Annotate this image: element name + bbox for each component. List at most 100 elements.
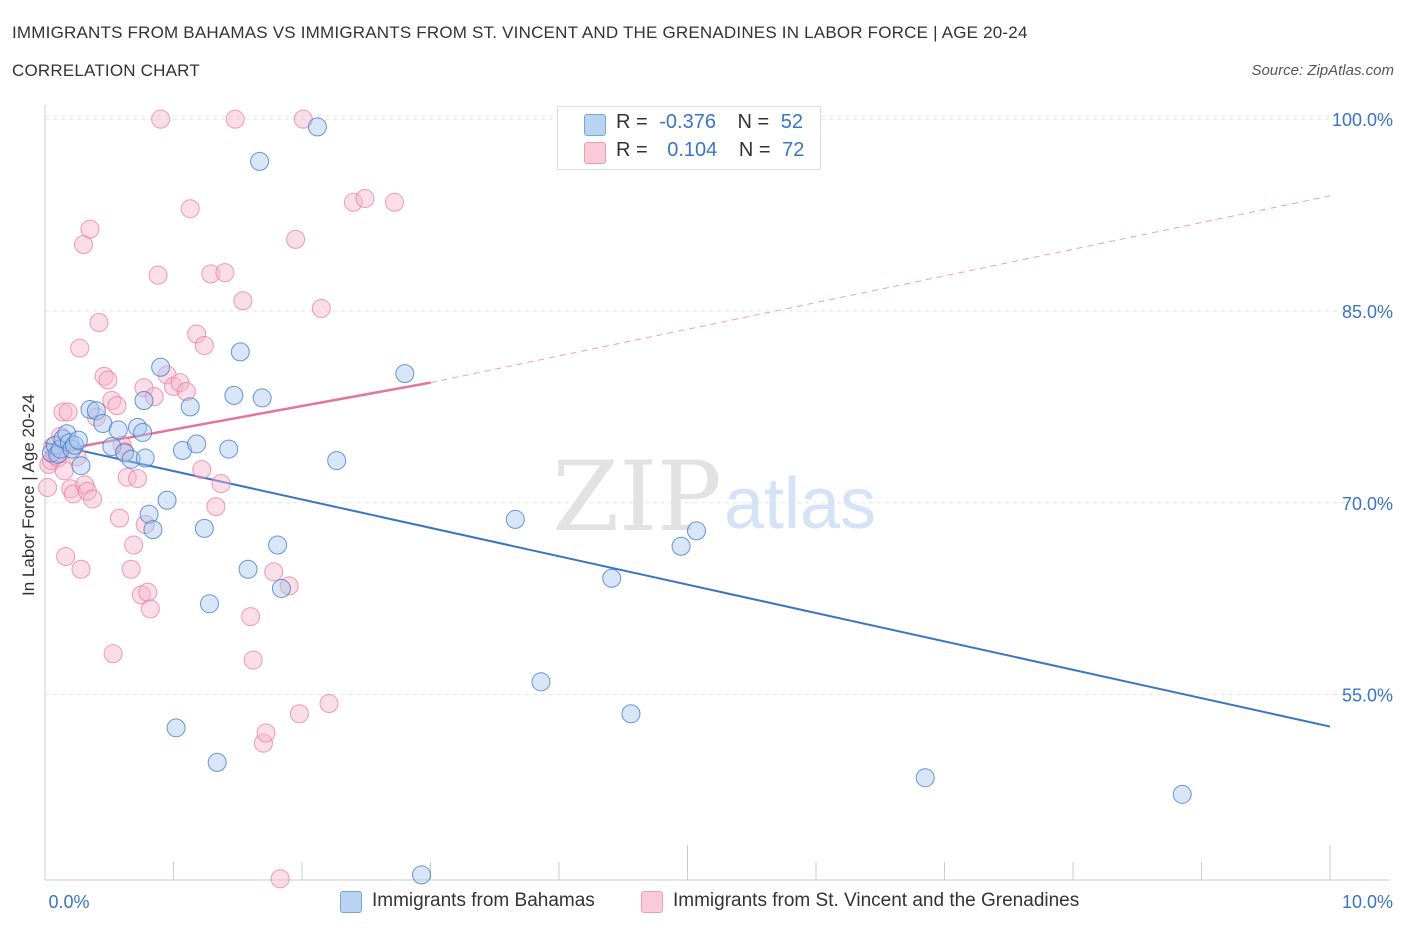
watermark-atlas: atlas (724, 464, 876, 544)
trend-line-st-vincent-dashed (430, 195, 1331, 384)
point-st-vincent (176, 382, 196, 402)
point-st-vincent (80, 219, 100, 239)
point-bahamas (157, 490, 177, 510)
point-bahamas (230, 342, 250, 362)
point-bahamas (395, 364, 415, 384)
point-bahamas (180, 397, 200, 417)
trend-line-st-vincent (44, 381, 431, 455)
point-bahamas (135, 448, 155, 468)
point-bahamas (412, 865, 432, 885)
point-st-vincent (187, 324, 207, 344)
point-st-vincent (121, 559, 141, 579)
point-st-vincent (140, 599, 160, 619)
point-st-vincent (89, 312, 109, 332)
point-st-vincent (61, 479, 81, 499)
x-tick-label: 10.0% (1342, 892, 1393, 912)
tick-labels: 55.0% 70.0% 85.0% 100.0% 0.0% 10.0% (48, 110, 1393, 912)
point-st-vincent (180, 199, 200, 219)
source-credit: Source: ZipAtlas.com (1251, 62, 1394, 79)
point-st-vincent (311, 298, 331, 318)
y-tick-label: 85.0% (1342, 302, 1393, 322)
point-st-vincent (98, 370, 118, 390)
point-st-vincent (385, 192, 405, 212)
point-st-vincent (151, 109, 171, 129)
point-bahamas (108, 420, 128, 440)
point-st-vincent (144, 387, 164, 407)
y-tick-label: 70.0% (1342, 494, 1393, 514)
legend-text: R = 0.104 N = 72 (616, 139, 805, 161)
point-st-vincent (201, 264, 221, 284)
legend-swatch-pink (584, 142, 606, 164)
point-st-vincent (279, 576, 299, 596)
point-st-vincent (343, 192, 363, 212)
point-bahamas (151, 357, 171, 377)
point-st-vincent (38, 477, 58, 497)
point-bahamas (621, 704, 641, 724)
point-bahamas (505, 509, 525, 529)
point-bahamas (86, 401, 106, 421)
legend-label: Immigrants from St. Vincent and the Gren… (673, 890, 1080, 911)
x-tick-label: 0.0% (48, 892, 89, 912)
trend-lines (44, 195, 1331, 728)
point-bahamas (166, 718, 186, 738)
point-bahamas (48, 444, 68, 464)
point-st-vincent (355, 188, 375, 208)
point-st-vincent (211, 474, 231, 494)
point-bahamas (207, 752, 227, 772)
point-bahamas (65, 435, 85, 455)
point-st-vincent (58, 402, 78, 422)
chart-subtitle: CORRELATION CHART (12, 61, 200, 80)
point-bahamas (252, 388, 272, 408)
point-st-vincent (110, 508, 130, 528)
point-bahamas (224, 385, 244, 405)
point-st-vincent (215, 263, 235, 283)
point-bahamas (531, 672, 551, 692)
y-tick-label: 100.0% (1332, 110, 1393, 130)
point-st-vincent (117, 467, 137, 487)
gridlines (45, 115, 1390, 696)
point-st-vincent (83, 489, 103, 509)
watermark-zip: ZIP (552, 441, 721, 553)
point-st-vincent (54, 461, 74, 481)
point-bahamas (139, 504, 159, 524)
y-axis-label: In Labor Force | Age 20-24 (19, 394, 38, 596)
point-bahamas (271, 578, 291, 598)
data-points (38, 109, 1192, 889)
point-st-vincent (148, 265, 168, 285)
point-st-vincent (256, 723, 276, 743)
legend-swatch-pink (641, 891, 663, 913)
point-st-vincent (138, 582, 158, 602)
point-bahamas (133, 422, 153, 442)
point-bahamas (199, 594, 219, 614)
y-tick-label: 55.0% (1342, 686, 1393, 706)
point-bahamas (238, 559, 258, 579)
point-bahamas (80, 399, 100, 419)
point-st-vincent (53, 402, 73, 422)
point-st-vincent (206, 497, 226, 517)
watermark: ZIP atlas (552, 441, 876, 553)
point-bahamas (219, 439, 239, 459)
point-st-vincent (319, 694, 339, 714)
point-bahamas (671, 536, 691, 556)
correlation-legend: R = -0.376 N = 52 R = 0.104 N = 72 (557, 106, 821, 170)
axes (44, 105, 1390, 881)
point-st-vincent (94, 366, 114, 386)
point-st-vincent (56, 546, 76, 566)
point-st-vincent (124, 535, 144, 555)
trend-line-bahamas (44, 441, 1331, 728)
point-bahamas (915, 768, 935, 788)
point-bahamas (268, 535, 288, 555)
point-bahamas (187, 434, 207, 454)
point-bahamas (128, 417, 148, 437)
point-st-vincent (270, 869, 290, 889)
legend-swatch-blue (584, 114, 606, 136)
point-bahamas (307, 117, 327, 137)
point-st-vincent (70, 338, 90, 358)
point-st-vincent (192, 460, 212, 480)
point-st-vincent (107, 396, 127, 416)
legend-text: R = -0.376 N = 52 (616, 111, 804, 133)
point-st-vincent (194, 336, 214, 356)
point-st-vincent (289, 704, 309, 724)
point-st-vincent (233, 291, 253, 311)
